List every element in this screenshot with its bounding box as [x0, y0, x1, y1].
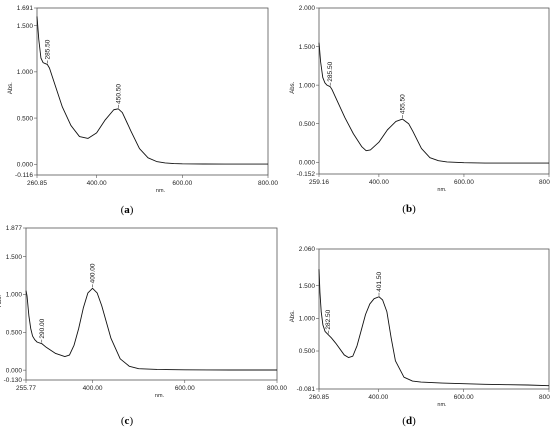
y-tick-label: 1.500: [17, 23, 34, 30]
peak-label: 285.50: [45, 39, 52, 59]
y-tick-label: 0.000: [17, 161, 34, 168]
x-tick-label: 400.00: [87, 180, 107, 187]
x-axis-label: nm.: [437, 402, 447, 408]
x-tick-label: 259.16: [309, 179, 329, 186]
uv-vis-panel-b: 259.16 400.00 600.00 800.00 -0.152 0.000 0.500…: [290, 5, 550, 215]
y-tick-label: -0.130: [4, 377, 23, 384]
x-tick-label: 260.85: [27, 180, 47, 187]
peak-label: 450.50: [115, 84, 122, 104]
peak-label: 401.50: [376, 271, 383, 291]
plot-frame: [318, 7, 550, 175]
y-tick-label: 0.500: [299, 348, 316, 355]
y-tick-label: 1.000: [6, 292, 23, 299]
x-tick-label: 400.00: [83, 385, 103, 392]
uv-vis-panel-c: 255.77 400.00 600.00 800.00 -0.130 0.000 0.500…: [0, 225, 287, 427]
uv-vis-panel-d: 260.85 400.00 600.00 800.00 -0.081 0.500 1.000…: [290, 246, 550, 427]
x-tick-label: 800.00: [258, 180, 278, 187]
panel-caption: (a): [121, 204, 134, 216]
x-tick-label: 600.00: [175, 385, 195, 392]
x-axis-label: nm.: [437, 187, 447, 193]
plot-frame: [318, 248, 550, 390]
peak-label: 285.50: [327, 61, 334, 81]
spectrum-line: [318, 269, 550, 387]
x-tick-label: 800.00: [267, 385, 287, 392]
y-axis-label: Abs.: [290, 81, 296, 93]
x-tick-label: 800.00: [539, 394, 550, 401]
spectrum-line: [318, 42, 549, 164]
y-tick-label: 1.500: [6, 254, 23, 261]
x-tick-label: 400.00: [368, 394, 388, 401]
panel-caption: (c): [121, 415, 134, 427]
plot-frame: [36, 7, 269, 176]
peak-label: 455.50: [399, 94, 406, 114]
y-tick-label: -0.116: [15, 172, 33, 179]
y-tick-label: 1.500: [299, 283, 316, 290]
y-axis-label: Abs.: [0, 295, 3, 307]
x-tick-label: 400.00: [369, 179, 389, 186]
y-tick-label: 1.000: [299, 82, 316, 89]
y-tick-label: 0.500: [6, 329, 23, 336]
y-tick-label: 2.000: [299, 5, 316, 12]
x-axis-label: nm.: [155, 393, 165, 399]
x-tick-label: 800.00: [539, 179, 550, 186]
peak-label: 400.00: [90, 263, 97, 283]
spectrum-line: [36, 16, 268, 165]
y-tick-label: -0.152: [297, 171, 316, 178]
y-tick-label: 0.000: [299, 159, 316, 166]
y-axis-label: Abs.: [8, 82, 14, 94]
plot-frame: [25, 227, 278, 381]
y-tick-label: -0.081: [297, 386, 316, 393]
y-tick-label: 1.500: [299, 44, 316, 51]
y-tick-label: 0.500: [299, 121, 316, 128]
y-tick-label: 0.500: [17, 115, 34, 122]
x-tick-label: 600.00: [454, 179, 474, 186]
peak-label: 282.50: [325, 309, 332, 329]
panel-caption: (d): [402, 415, 416, 427]
uv-vis-panel-a: 260.85 400.00 600.00 800.00 -0.116 0.000 0.500…: [8, 5, 278, 216]
spectrum-line: [25, 287, 277, 371]
y-tick-label: 2.060: [299, 246, 316, 253]
y-tick-label: 1.877: [6, 225, 23, 232]
x-axis-label: nm.: [156, 188, 166, 194]
y-tick-label: 1.000: [17, 69, 34, 76]
y-tick-label: 1.691: [17, 5, 34, 12]
x-tick-label: 600.00: [454, 394, 474, 401]
x-tick-label: 600.00: [172, 180, 192, 187]
x-tick-label: 260.85: [309, 394, 329, 401]
peak-label: 290.00: [39, 318, 46, 338]
y-axis-label: Abs.: [290, 310, 296, 322]
panel-caption: (b): [402, 203, 416, 215]
y-tick-label: 1.000: [299, 316, 316, 323]
y-tick-label: 0.000: [6, 367, 23, 374]
x-tick-label: 255.77: [16, 385, 36, 392]
